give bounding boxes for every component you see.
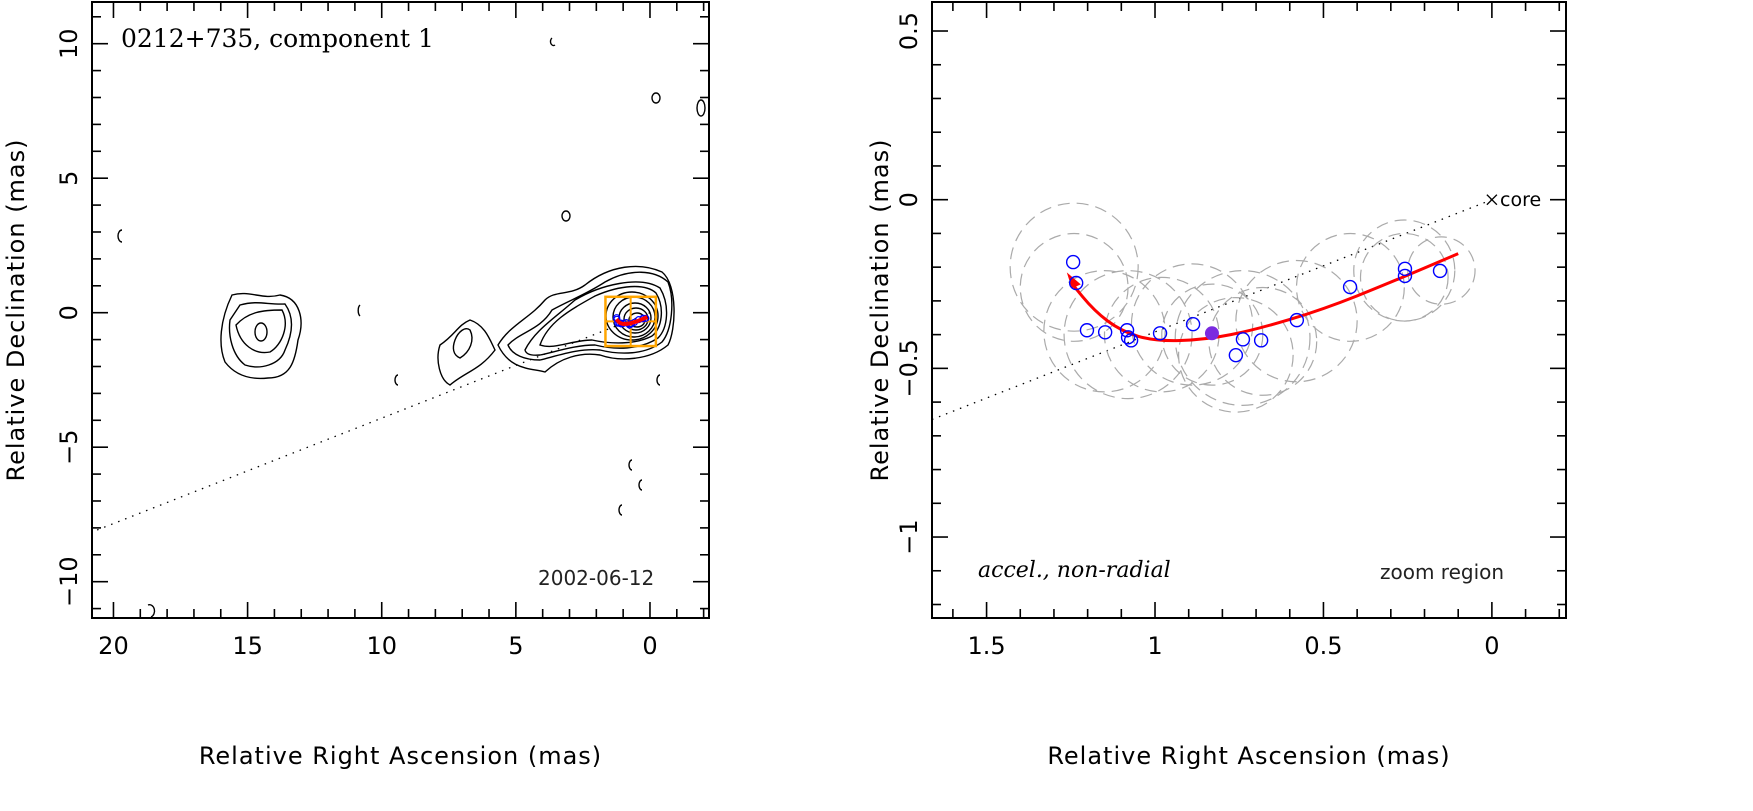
y-tick-label: −10 — [55, 556, 83, 607]
component-point — [1342, 279, 1358, 295]
core-marker-icon — [1486, 194, 1498, 206]
y-tick-label: −0.5 — [895, 339, 923, 397]
x-tick-label: 15 — [232, 632, 263, 660]
contour — [497, 265, 675, 373]
left-panel-contour-map — [117, 37, 706, 618]
contour — [507, 271, 673, 361]
component-size-circle — [1063, 270, 1193, 400]
contour-noise — [696, 99, 706, 117]
component-size-circle — [1295, 232, 1405, 342]
component-size-circle — [1009, 202, 1139, 332]
jet-axis-dotted-line — [931, 199, 1493, 421]
x-tick-label: 0 — [1484, 632, 1499, 660]
component-size-circle — [1174, 270, 1311, 406]
left-ylabel-text: Relative Declination (mas) — [2, 138, 30, 482]
contour — [228, 302, 293, 368]
contour-noise — [651, 92, 661, 104]
component-point — [1068, 275, 1084, 291]
contour-noise — [147, 604, 156, 618]
component-point — [1097, 325, 1113, 340]
core-label: core — [1500, 189, 1542, 211]
x-tick-label: 20 — [98, 632, 129, 660]
component-size-circle — [1130, 263, 1254, 386]
component-size-circle — [1043, 270, 1166, 393]
right-ylabel-text: Relative Declination (mas) — [866, 138, 894, 482]
component-size-circle — [1353, 219, 1456, 322]
component-point — [1119, 323, 1135, 338]
y-tick-label: −1 — [895, 519, 923, 554]
plot-frame — [91, 1, 710, 619]
contour-noise — [357, 304, 361, 317]
y-tick-label: 5 — [55, 171, 83, 186]
x-tick-label: 1.5 — [967, 632, 1005, 660]
contour — [235, 309, 286, 354]
contour — [220, 292, 302, 380]
x-tick-label: 0.5 — [1304, 632, 1342, 660]
x-tick-label: 5 — [508, 632, 523, 660]
component-point — [1152, 326, 1168, 341]
left-title: 0212+735, component 1 — [121, 24, 434, 53]
jet-axis-dotted-line — [91, 312, 651, 533]
component-point — [1397, 261, 1413, 277]
component-point — [1397, 268, 1413, 284]
x-tick-label: 1 — [1147, 632, 1162, 660]
component-size-circle — [1235, 259, 1358, 383]
y-tick-label: 0 — [895, 192, 923, 207]
track-arrowhead-icon — [1066, 272, 1081, 289]
component-point — [1228, 348, 1244, 363]
fit-track — [1069, 252, 1459, 343]
contour — [452, 328, 473, 359]
contours — [117, 37, 706, 618]
contour — [623, 307, 649, 331]
contour-noise — [618, 504, 623, 516]
zoom-region-label: zoom region — [1380, 560, 1505, 584]
contour — [254, 322, 268, 342]
contour-noise — [638, 479, 643, 491]
contour — [437, 319, 496, 386]
plot-frame — [931, 1, 1567, 619]
component-point — [1185, 316, 1201, 332]
y-tick-label: 0 — [55, 305, 83, 320]
highlighted-component-point — [1204, 326, 1219, 341]
date-label: 2002-06-12 — [538, 566, 655, 590]
component-size-circle — [1208, 286, 1318, 396]
component-size-circle — [1019, 232, 1129, 342]
component-point — [1235, 332, 1251, 347]
contour-noise — [549, 37, 556, 47]
contour — [524, 281, 668, 356]
right-xlabel: Relative Right Ascension (mas) — [1047, 742, 1451, 770]
right-label: accel., non-radial — [978, 558, 1171, 583]
contour — [618, 302, 652, 334]
component-size-circle — [1177, 296, 1294, 413]
contour-noise — [628, 459, 633, 471]
component-point — [1065, 254, 1081, 270]
component-point — [1432, 263, 1448, 279]
contour-noise — [394, 374, 399, 386]
component-point — [1120, 330, 1136, 345]
component-point — [1289, 312, 1305, 328]
component-point — [1123, 333, 1139, 348]
y-tick-label: 10 — [55, 28, 83, 59]
contour-noise — [656, 374, 661, 386]
x-tick-label: 0 — [642, 632, 657, 660]
left-xlabel: Relative Right Ascension (mas) — [198, 742, 603, 770]
contour — [539, 285, 663, 348]
component-point — [1079, 323, 1095, 338]
x-tick-label: 10 — [366, 632, 397, 660]
component-point — [1253, 333, 1269, 348]
contour-noise — [117, 229, 123, 243]
component-size-circle — [1103, 276, 1220, 393]
component-size-circle — [1359, 232, 1449, 322]
contour-noise — [561, 210, 571, 222]
y-tick-label: −5 — [55, 429, 83, 464]
y-tick-label: 0.5 — [895, 12, 923, 50]
fit-track-mini — [614, 315, 649, 326]
